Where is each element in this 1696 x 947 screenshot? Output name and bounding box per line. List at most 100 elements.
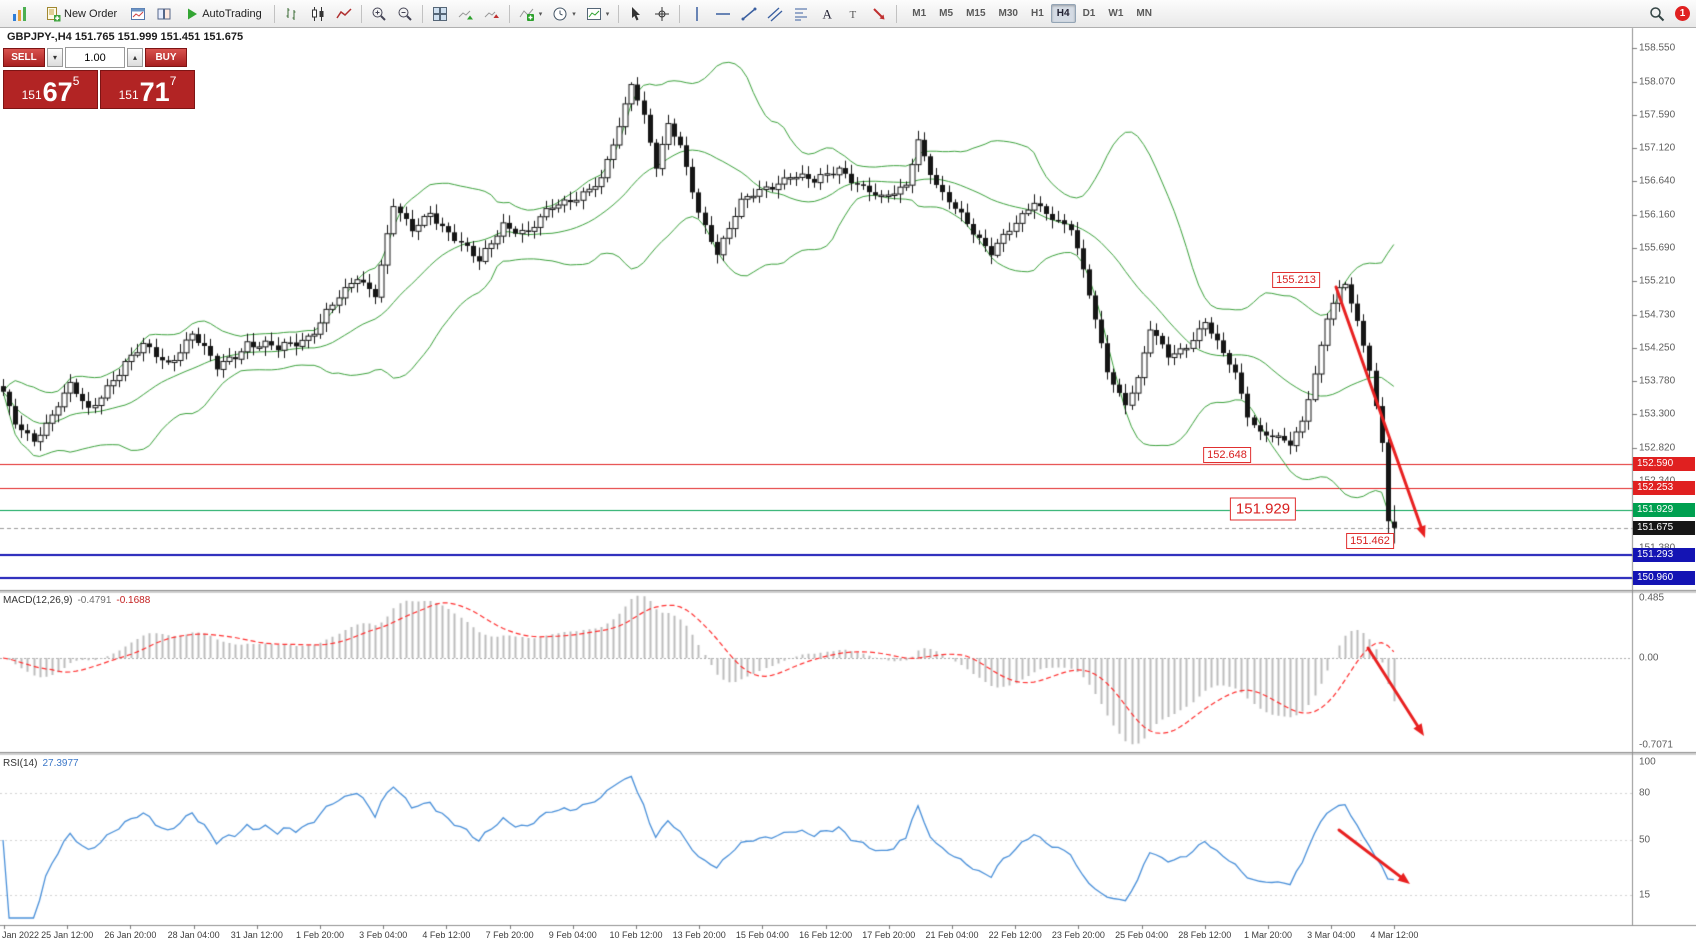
cursor-button[interactable]	[624, 3, 648, 25]
dropdown-caret-icon[interactable]: ▾	[538, 10, 543, 18]
fibonacci-button[interactable]	[789, 3, 813, 25]
timeframe-h1[interactable]: H1	[1025, 4, 1050, 23]
zoom-out-button[interactable]	[393, 3, 417, 25]
volume-input[interactable]	[65, 47, 125, 68]
text-button[interactable]: A	[815, 3, 839, 25]
buy-price-sup: 7	[169, 74, 177, 88]
sell-button[interactable]: SELL	[3, 48, 45, 67]
rsi-level-label: 80	[1639, 787, 1651, 799]
volume-decrease-button[interactable]: ▾	[47, 48, 63, 67]
price-annotation: 151.929	[1229, 497, 1297, 521]
toolbar-separator	[508, 4, 510, 23]
candlestick-chart-button[interactable]	[306, 3, 330, 25]
horizontal-line-button[interactable]	[711, 3, 735, 25]
chart-shift-button[interactable]	[480, 3, 504, 25]
autotrading-play-icon	[185, 7, 199, 21]
timeframe-h4[interactable]: H4	[1050, 4, 1076, 23]
time-axis-label: 21 Feb 04:00	[925, 930, 979, 940]
buy-price-main: 71	[139, 77, 170, 107]
sell-price-prefix: 151	[21, 88, 42, 102]
toolbar: New Order AutoTrading	[0, 0, 1696, 28]
price-axis-label: 153.780	[1639, 375, 1676, 387]
template-icon	[586, 6, 602, 22]
price-axis-marker: 152.253	[1633, 480, 1695, 495]
price-annotation: 152.648	[1203, 447, 1251, 463]
rsi-level-label: 50	[1639, 834, 1651, 846]
channel-button[interactable]	[763, 3, 787, 25]
chart-window-icon	[130, 6, 146, 22]
price-axis-label: 158.070	[1639, 76, 1676, 87]
macd-scale-label: -0.7071	[1639, 739, 1673, 751]
new-chart-button[interactable]	[126, 3, 150, 25]
time-axis-label: 9 Feb 04:00	[548, 930, 597, 940]
timeframe-m1[interactable]: M1	[906, 4, 932, 23]
profiles-button[interactable]	[152, 3, 176, 25]
auto-scroll-icon	[458, 6, 474, 22]
zoom-in-button[interactable]	[367, 3, 391, 25]
trendline-button[interactable]	[737, 3, 761, 25]
rsi-value: 27.3977	[42, 758, 79, 769]
indicators-button[interactable]: ▾	[515, 3, 547, 25]
toolbar-separator	[679, 4, 681, 23]
toolbar-separator	[618, 4, 620, 23]
periods-button[interactable]: ▾	[548, 3, 580, 25]
notification-badge[interactable]: 1	[1675, 6, 1690, 21]
price-axis-label: 153.300	[1639, 408, 1676, 420]
time-axis-label: 26 Jan 20:00	[104, 930, 157, 940]
volume-increase-button[interactable]: ▴	[127, 48, 143, 67]
price-axis-marker: 152.590	[1633, 457, 1695, 471]
price-axis-label: 152.820	[1639, 442, 1676, 454]
timeframe-w1[interactable]: W1	[1102, 4, 1129, 23]
timeframe-d1[interactable]: D1	[1077, 4, 1102, 23]
time-axis-label: 16 Feb 12:00	[799, 930, 853, 940]
buy-button[interactable]: BUY	[145, 48, 187, 67]
buy-price[interactable]: 151 71 7	[100, 70, 195, 109]
tile-windows-icon	[432, 6, 448, 22]
zoom-out-icon	[397, 6, 413, 22]
price-axis-label: 158.550	[1639, 42, 1676, 54]
sell-price[interactable]: 151 67 5	[3, 70, 98, 109]
bar-chart-button[interactable]	[280, 3, 304, 25]
one-click-prices-row: 151 67 5 151 71 7	[3, 70, 195, 109]
chart-ohlc-header: GBPJPY-,H4 151.765 151.999 151.451 151.6…	[7, 31, 244, 43]
time-axis-label: 25 Jan 12:00	[41, 930, 94, 940]
price-axis-label: 157.590	[1639, 109, 1676, 121]
time-axis-label: 10 Feb 12:00	[609, 930, 663, 940]
vertical-line-icon	[689, 6, 705, 22]
templates-button[interactable]: ▾	[582, 3, 614, 25]
fibonacci-icon	[793, 6, 809, 22]
one-click-controls-row: SELL ▾ ▴ BUY	[3, 47, 195, 68]
time-axis-label: 15 Feb 04:00	[735, 930, 789, 940]
toolbar-separator	[421, 4, 423, 23]
search-button[interactable]	[1645, 3, 1669, 25]
crosshair-button[interactable]	[650, 3, 674, 25]
new-order-button[interactable]: New Order	[38, 3, 124, 25]
time-axis-label: 17 Feb 20:00	[862, 930, 916, 940]
crosshair-icon	[654, 6, 670, 22]
time-axis-label: 3 Mar 04:00	[1307, 930, 1356, 940]
arrows-button[interactable]	[867, 3, 891, 25]
macd-label: MACD(12,26,9)	[3, 595, 73, 606]
price-axis-label: 157.120	[1639, 142, 1676, 154]
time-axis-label: 1 Feb 20:00	[295, 930, 345, 940]
channel-icon	[767, 6, 783, 22]
timeframe-m15[interactable]: M15	[960, 4, 991, 23]
vertical-line-button[interactable]	[685, 3, 709, 25]
tile-windows-button[interactable]	[428, 3, 452, 25]
autotrading-button[interactable]: AutoTrading	[178, 3, 269, 25]
dropdown-caret-icon[interactable]: ▾	[605, 10, 610, 18]
timeframe-mn[interactable]: MN	[1130, 4, 1158, 23]
arrow-object-icon	[871, 6, 887, 22]
line-chart-button[interactable]	[332, 3, 356, 25]
timeframe-m5[interactable]: M5	[933, 4, 959, 23]
price-axis-label: 155.690	[1639, 242, 1676, 254]
time-axis-label: Jan 2022	[2, 930, 40, 940]
auto-scroll-button[interactable]	[454, 3, 478, 25]
price-annotation: 151.462	[1346, 533, 1394, 549]
cursor-icon	[628, 6, 644, 22]
dropdown-caret-icon[interactable]: ▾	[572, 10, 576, 18]
timeframe-m30[interactable]: M30	[993, 4, 1024, 23]
label-button[interactable]: T	[841, 3, 865, 25]
